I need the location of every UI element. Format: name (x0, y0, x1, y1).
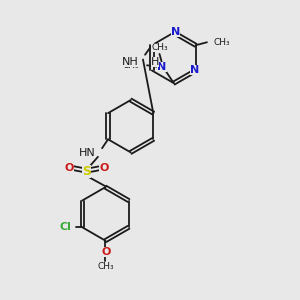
Text: CH₃: CH₃ (214, 38, 230, 47)
Text: H: H (151, 58, 159, 68)
Text: O: O (100, 163, 109, 172)
Text: O: O (64, 163, 74, 172)
Text: CH₃: CH₃ (98, 262, 114, 271)
Text: HN: HN (79, 148, 95, 158)
Text: N: N (157, 62, 167, 72)
Text: CH₃: CH₃ (122, 61, 139, 70)
Text: NH: NH (122, 57, 139, 67)
Text: S: S (82, 165, 91, 178)
Text: CH₃: CH₃ (151, 43, 168, 52)
Text: Cl: Cl (59, 222, 71, 232)
Text: N: N (190, 65, 199, 75)
Text: O: O (101, 247, 110, 257)
Text: N: N (171, 27, 180, 37)
